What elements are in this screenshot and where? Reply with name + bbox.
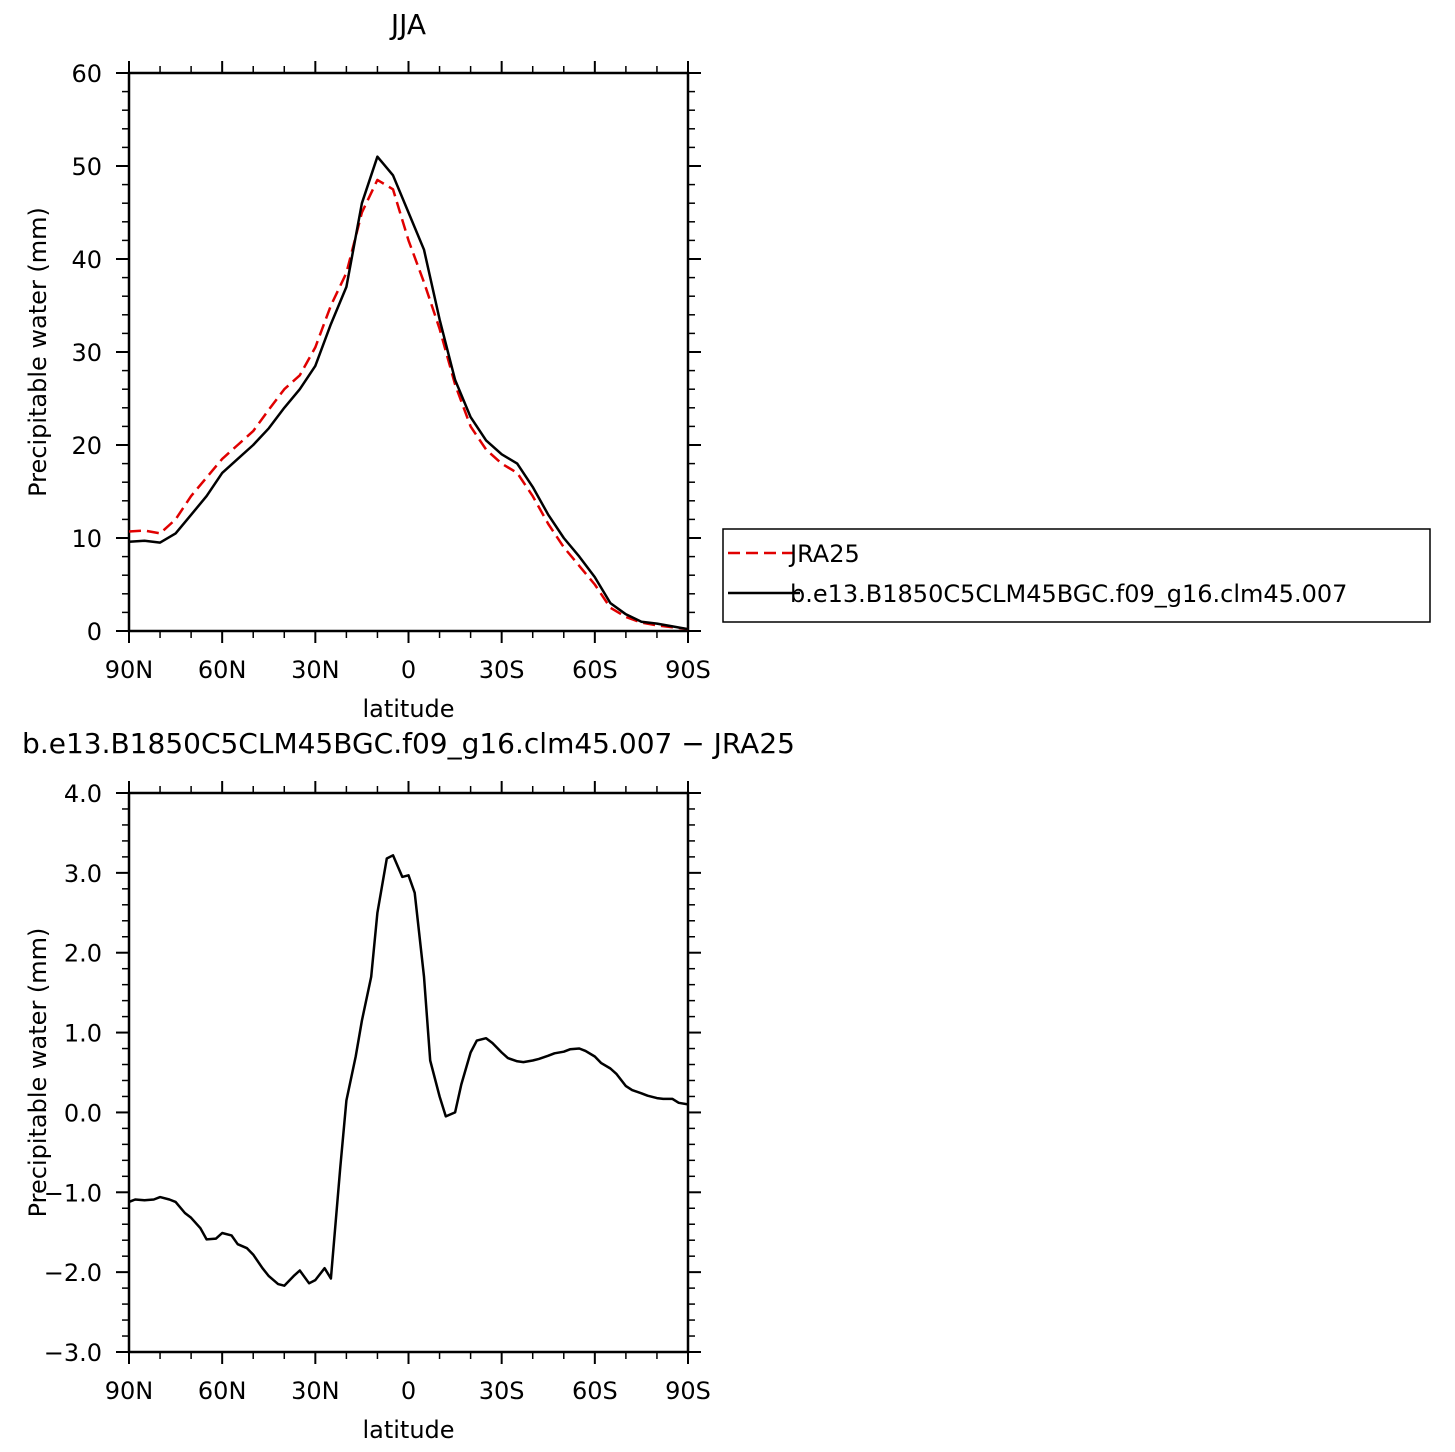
x-tick-label: 90S <box>665 656 711 684</box>
chart-top: 90N 60N 30N 0 30S 60S 90S 0 10 20 30 40 50 60 latitude… <box>24 8 1431 723</box>
y-tick-label: 3.0 <box>64 860 102 888</box>
x-tick-label: 90N <box>105 656 154 684</box>
y-axis-title: Precipitable water (mm) <box>24 928 52 1218</box>
x-tick-label: 60N <box>198 1377 247 1405</box>
y-tick-label: −2.0 <box>44 1259 102 1287</box>
legend-entry-1: b.e13.B1850C5CLM45BGC.f09_g16.clm45.007 <box>790 580 1347 608</box>
y-axis-title: Precipitable water (mm) <box>24 207 52 497</box>
x-tick-label: 0 <box>401 1377 416 1405</box>
y-tick-label: 0.0 <box>64 1099 102 1127</box>
legend: JRA25 b.e13.B1850C5CLM45BGC.f09_g16.clm45… <box>722 528 1431 623</box>
x-tick-label: 60S <box>572 1377 618 1405</box>
y-tick-label: 20 <box>71 432 102 460</box>
x-tick-label: 30N <box>291 1377 340 1405</box>
x-tick-label: 0 <box>401 656 416 684</box>
y-tick-label: 10 <box>71 525 102 553</box>
legend-box <box>722 528 1431 623</box>
y-tick-label: 50 <box>71 153 102 181</box>
plot-title: JJA <box>389 8 426 41</box>
y-tick-label: 2.0 <box>64 940 102 968</box>
series-line-0 <box>129 178 688 631</box>
y-tick-label: 1.0 <box>64 1020 102 1048</box>
legend-entry-0: JRA25 <box>788 540 860 568</box>
plot-title: b.e13.B1850C5CLM45BGC.f09_g16.clm45.007 … <box>22 727 795 760</box>
series-line-0 <box>129 854 688 1287</box>
y-tick-label: −3.0 <box>44 1339 102 1367</box>
x-axis-title: latitude <box>362 1416 454 1444</box>
x-tick-label: 90S <box>665 1377 711 1405</box>
x-tick-label: 30N <box>291 656 340 684</box>
x-tick-label: 90N <box>105 1377 154 1405</box>
x-tick-label: 30S <box>479 1377 525 1405</box>
x-axis-title: latitude <box>362 695 454 723</box>
y-tick-label: 60 <box>71 60 102 88</box>
y-tick-label: 30 <box>71 339 102 367</box>
y-tick-label: 40 <box>71 246 102 274</box>
series-line-1 <box>129 155 688 631</box>
x-tick-label: 60S <box>572 656 618 684</box>
y-tick-label: 0 <box>87 618 102 646</box>
x-tick-label: 30S <box>479 656 525 684</box>
chart-bottom: 90N 60N 30N 0 30S 60S 90S −3.0 −2.0 −1.0 0.0 1.0 2.0… <box>22 727 795 1444</box>
plot-frame <box>127 71 690 633</box>
x-tick-label: 60N <box>198 656 247 684</box>
y-tick-label: 4.0 <box>64 780 102 808</box>
y-tick-label: −1.0 <box>44 1179 102 1207</box>
